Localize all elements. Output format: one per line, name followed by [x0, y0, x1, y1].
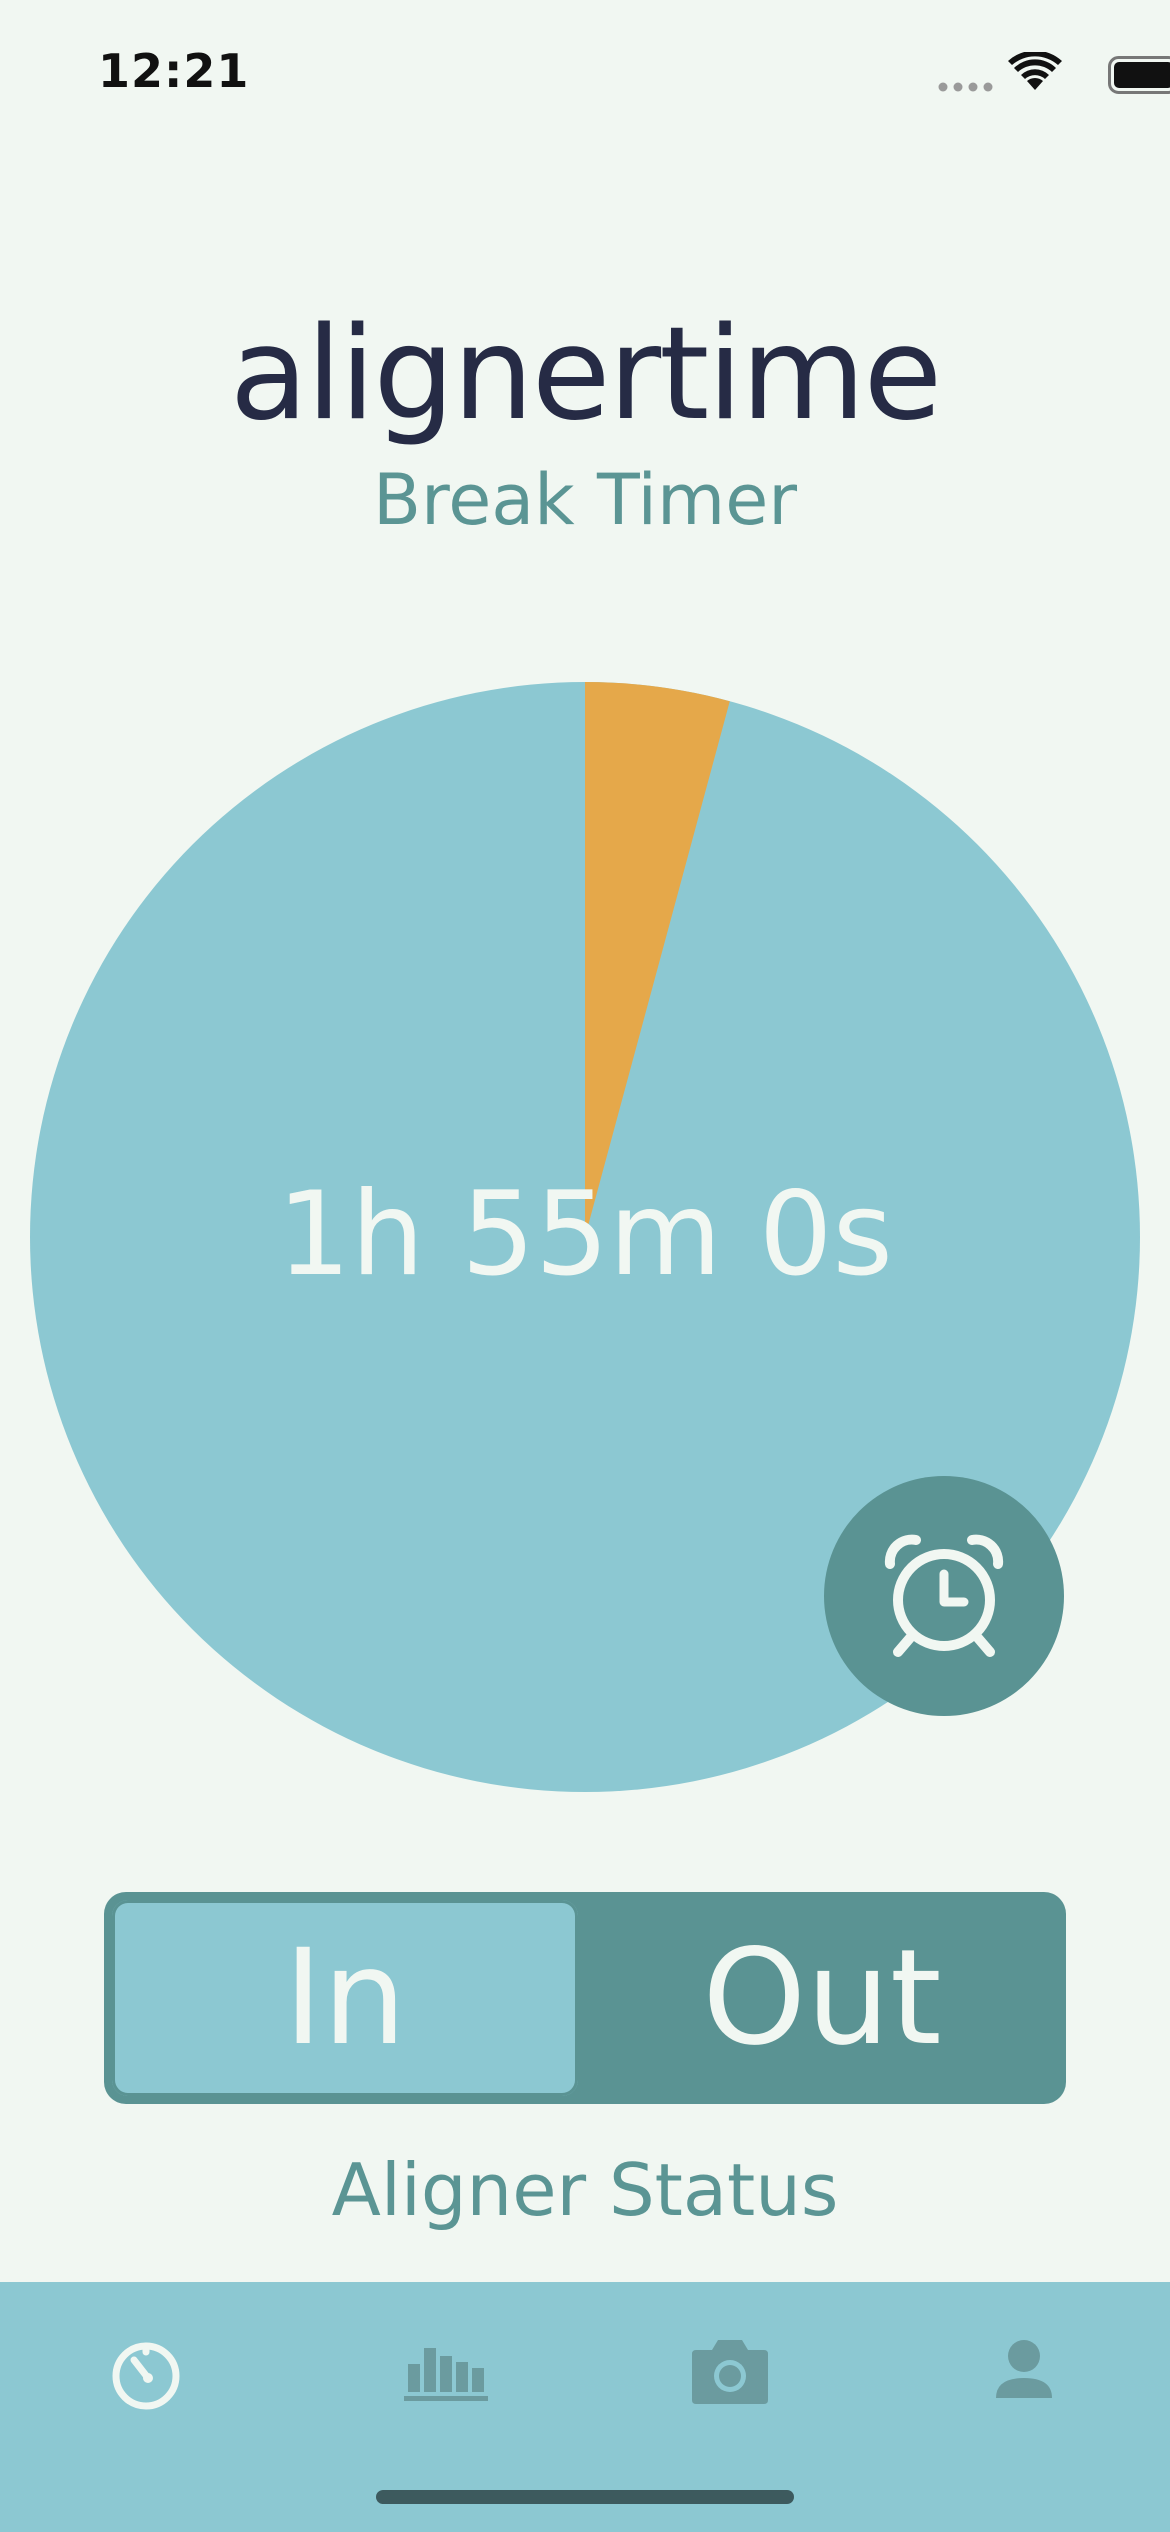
pie-elapsed-slice	[585, 682, 730, 1237]
page-subtitle: Break Timer	[372, 459, 798, 541]
home-indicator	[376, 2490, 794, 2504]
stats-chart-icon	[404, 2348, 488, 2401]
battery-icon	[1108, 56, 1170, 94]
profile-icon	[996, 2340, 1052, 2398]
status-time: 12:21	[98, 44, 250, 98]
tab-camera[interactable]	[680, 2322, 780, 2422]
app-title: alignertime	[229, 300, 943, 449]
alarm-button[interactable]	[824, 1476, 1064, 1716]
camera-icon	[692, 2340, 768, 2404]
toggle-selected-indicator	[112, 1900, 578, 2096]
toggle-in-option[interactable]: In	[283, 1921, 407, 2075]
aligner-status-label: Aligner Status	[331, 2148, 839, 2232]
tab-profile[interactable]	[974, 2322, 1074, 2422]
alarm-clock-icon	[884, 1534, 1004, 1657]
aligner-status-toggle[interactable]: In Out	[104, 1892, 1066, 2104]
tab-timer[interactable]	[96, 2322, 196, 2422]
timer-icon	[112, 2342, 180, 2410]
timer-display: 1h 55m 0s	[277, 1167, 893, 1302]
signal-icon	[938, 82, 993, 92]
toggle-out-option[interactable]: Out	[702, 1921, 942, 2075]
tab-stats[interactable]	[398, 2322, 498, 2422]
status-bar: 12:21	[0, 0, 1170, 150]
tab-bar	[0, 2282, 1170, 2532]
wifi-icon	[1008, 52, 1062, 90]
